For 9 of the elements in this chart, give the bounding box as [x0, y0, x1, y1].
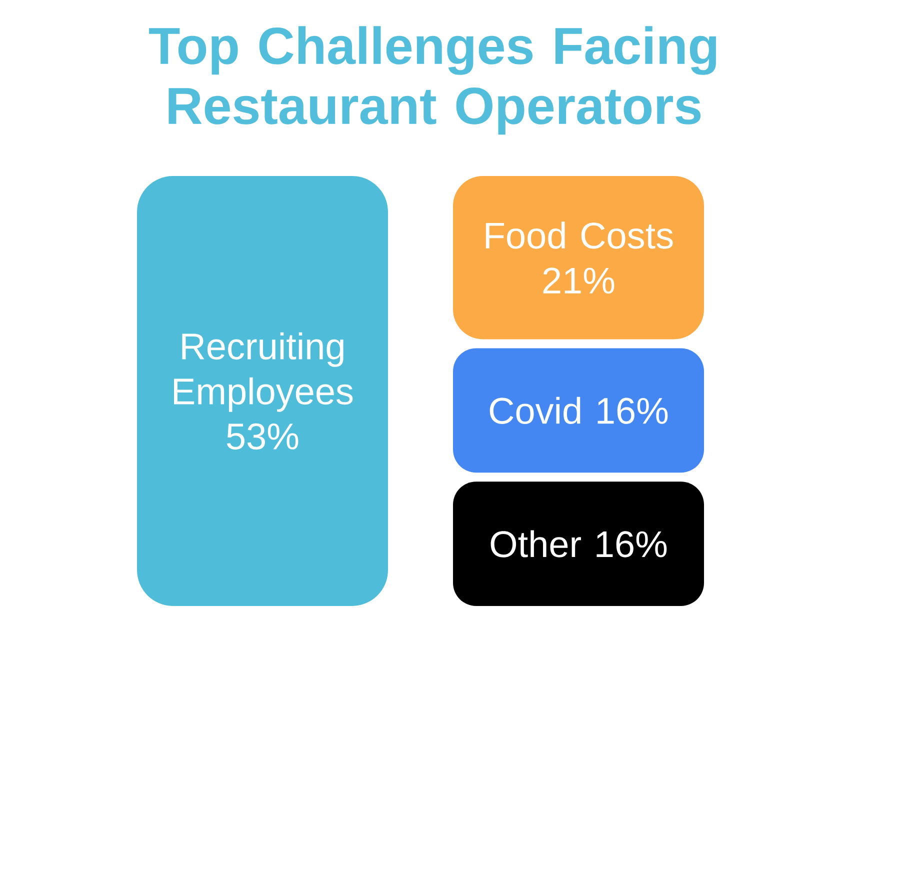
data-label: 21% — [543, 268, 614, 294]
data-label: 16% — [596, 531, 667, 558]
category-label: Recruiting Employees — [174, 332, 353, 412]
data-label: 53% — [226, 423, 298, 450]
data-label: 16% — [598, 398, 668, 424]
category-label: Other — [490, 530, 581, 558]
category-label: Covid — [490, 396, 580, 424]
text: Top Challenges Facing Restaurant Operators — [149, 26, 716, 135]
category-label: Food Costs — [486, 222, 673, 249]
